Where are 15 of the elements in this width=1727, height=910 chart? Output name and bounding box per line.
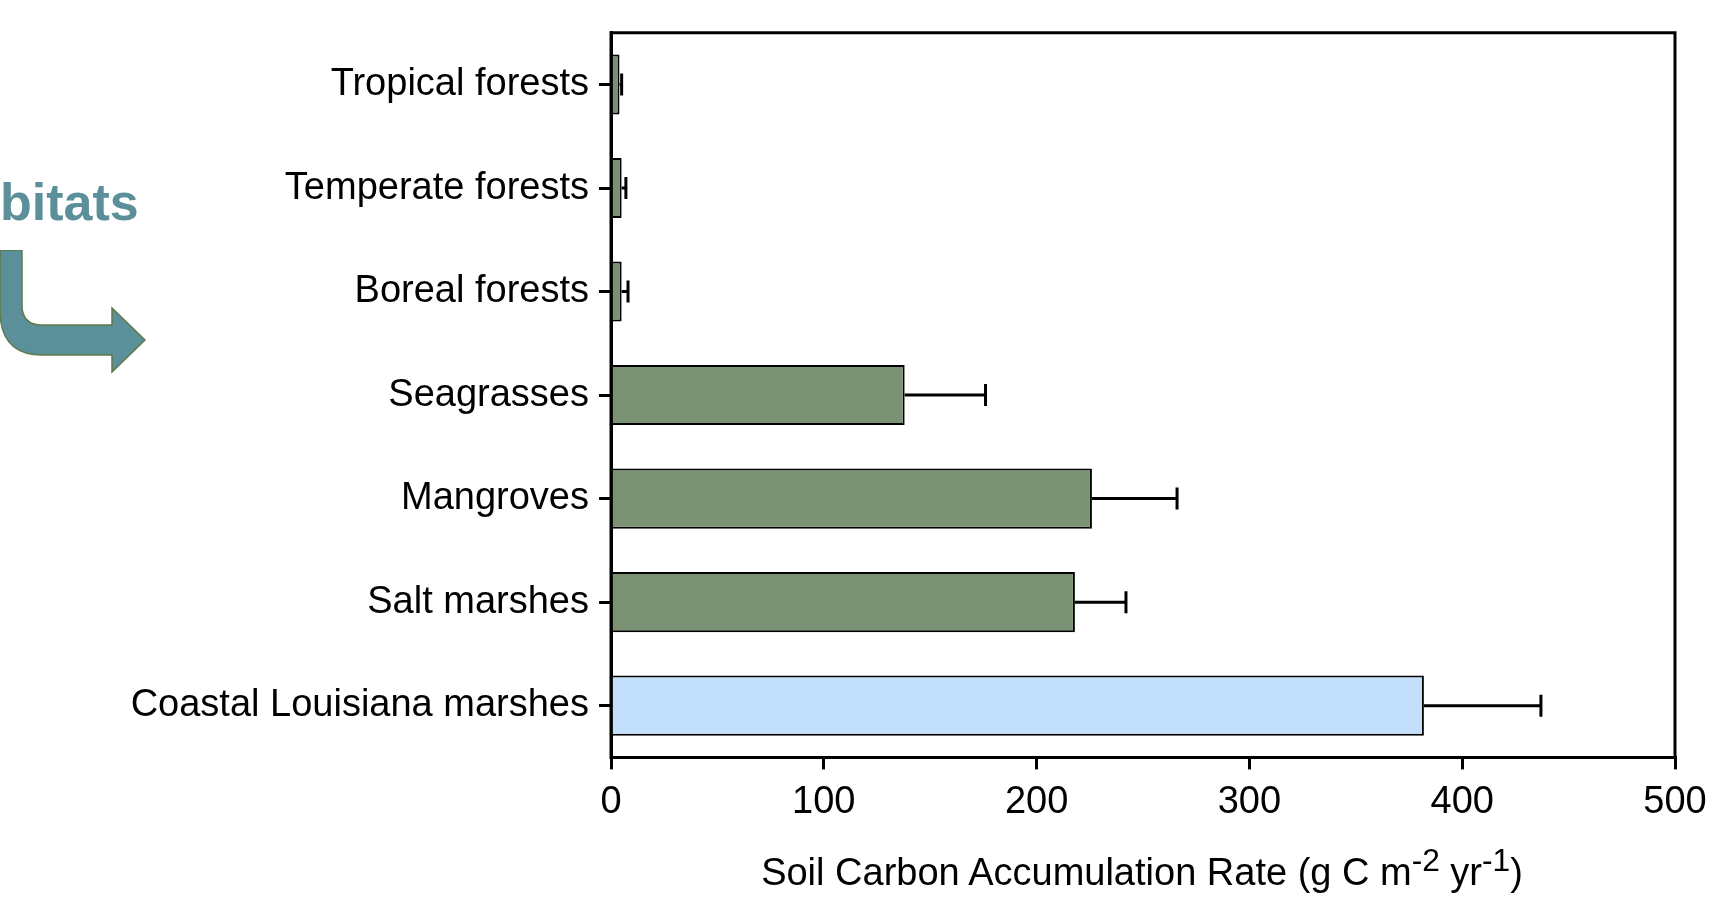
y-tick-label: Boreal forests bbox=[354, 268, 589, 311]
y-tick-label: Temperate forests bbox=[284, 164, 589, 207]
x-tick-label: 500 bbox=[1643, 778, 1707, 821]
x-axis-title: Soil Carbon Accumulation Rate (g C m$^{-2}$ yr$^{-1}$) bbox=[760, 842, 1524, 894]
x-tick-label: 0 bbox=[600, 778, 622, 821]
x-tick-label: 100 bbox=[792, 778, 856, 821]
y-tick-label: Seagrasses bbox=[388, 371, 589, 414]
y-tick-label: Mangroves bbox=[401, 475, 589, 518]
x-tick-label: 200 bbox=[1004, 778, 1069, 821]
y-tick-label: Tropical forests bbox=[330, 61, 589, 104]
x-tick-label: 300 bbox=[1217, 778, 1282, 821]
text: bitats bbox=[0, 172, 139, 232]
y-tick-label: Coastal Louisiana marshes bbox=[130, 682, 589, 725]
x-tick-label: 400 bbox=[1430, 778, 1494, 821]
y-tick-label: Salt marshes bbox=[367, 578, 589, 621]
